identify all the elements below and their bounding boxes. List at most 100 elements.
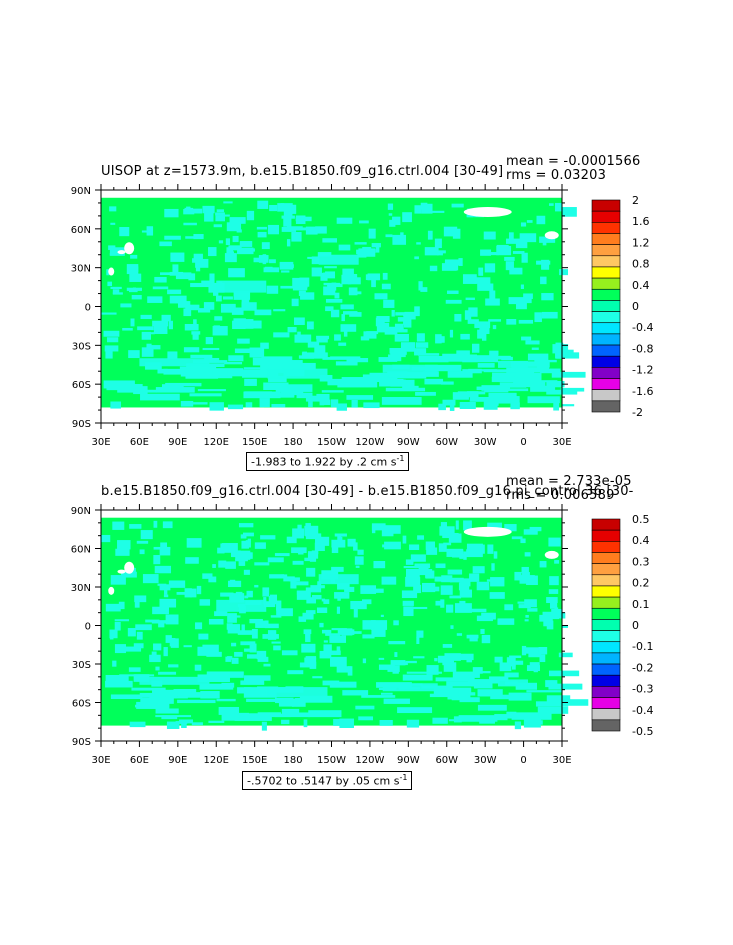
field-patch xyxy=(267,557,284,563)
field-patch xyxy=(359,220,369,224)
field-patch xyxy=(283,208,293,219)
field-patch xyxy=(109,253,125,256)
field-patch xyxy=(493,551,498,559)
field-patch xyxy=(524,647,539,654)
field-patch xyxy=(455,520,459,530)
colorbar-swatch xyxy=(591,518,621,531)
field-patch xyxy=(521,645,527,656)
field-patch xyxy=(205,337,213,345)
field-patch xyxy=(561,207,577,217)
field-patch xyxy=(388,213,393,216)
field-patch xyxy=(521,336,532,341)
field-patch xyxy=(132,266,139,273)
field-patch xyxy=(329,681,357,688)
field-patch xyxy=(371,523,386,531)
field-patch xyxy=(286,536,297,544)
field-patch xyxy=(306,567,316,577)
field-patch xyxy=(444,354,477,362)
panel-2-rms: rms = 0.006589 xyxy=(506,488,615,503)
field-patch xyxy=(244,378,257,386)
colorbar-label: -0.2 xyxy=(632,661,653,674)
field-patch xyxy=(404,311,416,320)
field-patch xyxy=(258,255,269,263)
field-patch xyxy=(342,268,354,276)
panel-2-range-exp: -1 xyxy=(399,773,408,782)
field-patch xyxy=(347,538,356,547)
field-patch xyxy=(290,580,297,589)
field-patch xyxy=(459,402,476,410)
field-patch xyxy=(380,614,384,617)
field-patch xyxy=(106,337,119,343)
field-patch xyxy=(350,600,367,610)
field-patch xyxy=(305,610,316,615)
field-patch xyxy=(297,331,301,339)
field-texture xyxy=(101,520,589,731)
field-patch xyxy=(346,395,374,400)
field-patch xyxy=(459,589,472,598)
field-patch xyxy=(139,692,178,698)
field-patch xyxy=(485,252,499,256)
field-patch xyxy=(548,537,561,547)
field-patch xyxy=(281,574,288,577)
field-patch xyxy=(539,561,547,568)
field-patch xyxy=(110,222,116,225)
field-patch xyxy=(441,381,454,385)
field-patch xyxy=(299,227,313,231)
field-patch xyxy=(312,676,323,679)
field-patch xyxy=(451,203,464,208)
field-patch xyxy=(146,226,154,236)
field-patch xyxy=(355,565,360,568)
field-band xyxy=(139,358,210,367)
field-patch xyxy=(463,520,472,531)
field-patch xyxy=(292,277,308,288)
field-patch xyxy=(168,580,186,588)
field-patch xyxy=(148,345,161,350)
field-patch xyxy=(183,308,192,317)
y-tick-label: 30N xyxy=(71,264,91,275)
field-patch xyxy=(225,561,236,569)
field-patch xyxy=(534,312,542,323)
panel-2-mean: mean = 2.733e-05 xyxy=(506,474,632,489)
field-patch xyxy=(153,643,162,651)
field-patch xyxy=(468,679,500,684)
field-patch xyxy=(338,342,347,346)
field-patch xyxy=(109,629,118,639)
field-patch xyxy=(157,583,167,586)
field-patch xyxy=(323,644,332,654)
field-patch xyxy=(472,667,483,674)
field-patch xyxy=(124,646,142,652)
field-patch xyxy=(410,554,426,562)
field-patch xyxy=(420,287,428,292)
field-patch xyxy=(506,367,535,375)
field-patch xyxy=(390,379,406,387)
field-patch xyxy=(256,650,267,660)
field-patch xyxy=(201,280,215,288)
field-patch xyxy=(411,606,428,610)
field-patch xyxy=(300,292,315,300)
field-patch xyxy=(208,618,224,625)
field-patch xyxy=(499,662,512,672)
field-patch xyxy=(112,289,120,294)
field-patch xyxy=(190,354,213,359)
field-patch xyxy=(185,304,200,311)
field-patch xyxy=(458,653,474,661)
field-patch xyxy=(257,231,267,238)
field-patch xyxy=(400,232,404,236)
field-patch xyxy=(472,343,480,353)
field-patch xyxy=(129,524,142,529)
field-patch xyxy=(324,266,337,269)
field-patch xyxy=(561,404,575,407)
field-patch xyxy=(186,538,202,548)
field-patch xyxy=(477,363,495,368)
field-patch xyxy=(243,687,266,694)
field-patch xyxy=(153,546,171,550)
field-patch xyxy=(243,367,272,370)
field-patch xyxy=(234,651,243,657)
field-patch xyxy=(375,244,380,253)
field-patch xyxy=(459,697,480,703)
field-patch xyxy=(229,217,246,224)
field-patch xyxy=(189,393,222,397)
field-patch xyxy=(338,244,351,251)
field-patch xyxy=(485,298,500,306)
field-patch xyxy=(344,586,355,592)
